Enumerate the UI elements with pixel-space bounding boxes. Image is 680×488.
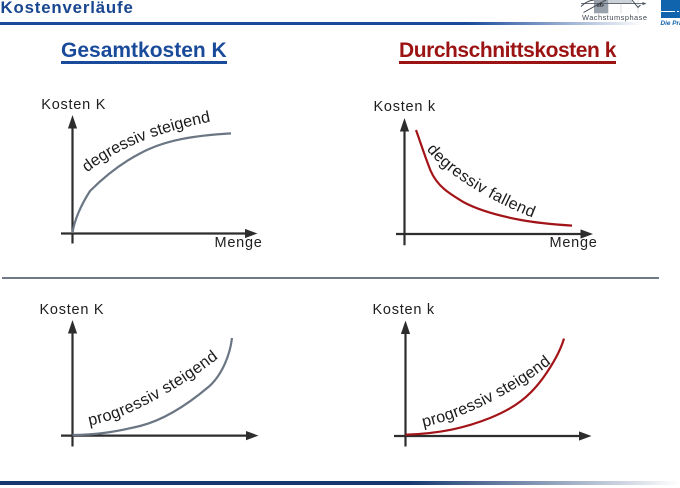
- svg-text:BEP: BEP: [597, 4, 605, 8]
- svg-text:progressiv steigend: progressiv steigend: [86, 347, 221, 430]
- svg-text:degressiv steigend: degressiv steigend: [79, 108, 212, 176]
